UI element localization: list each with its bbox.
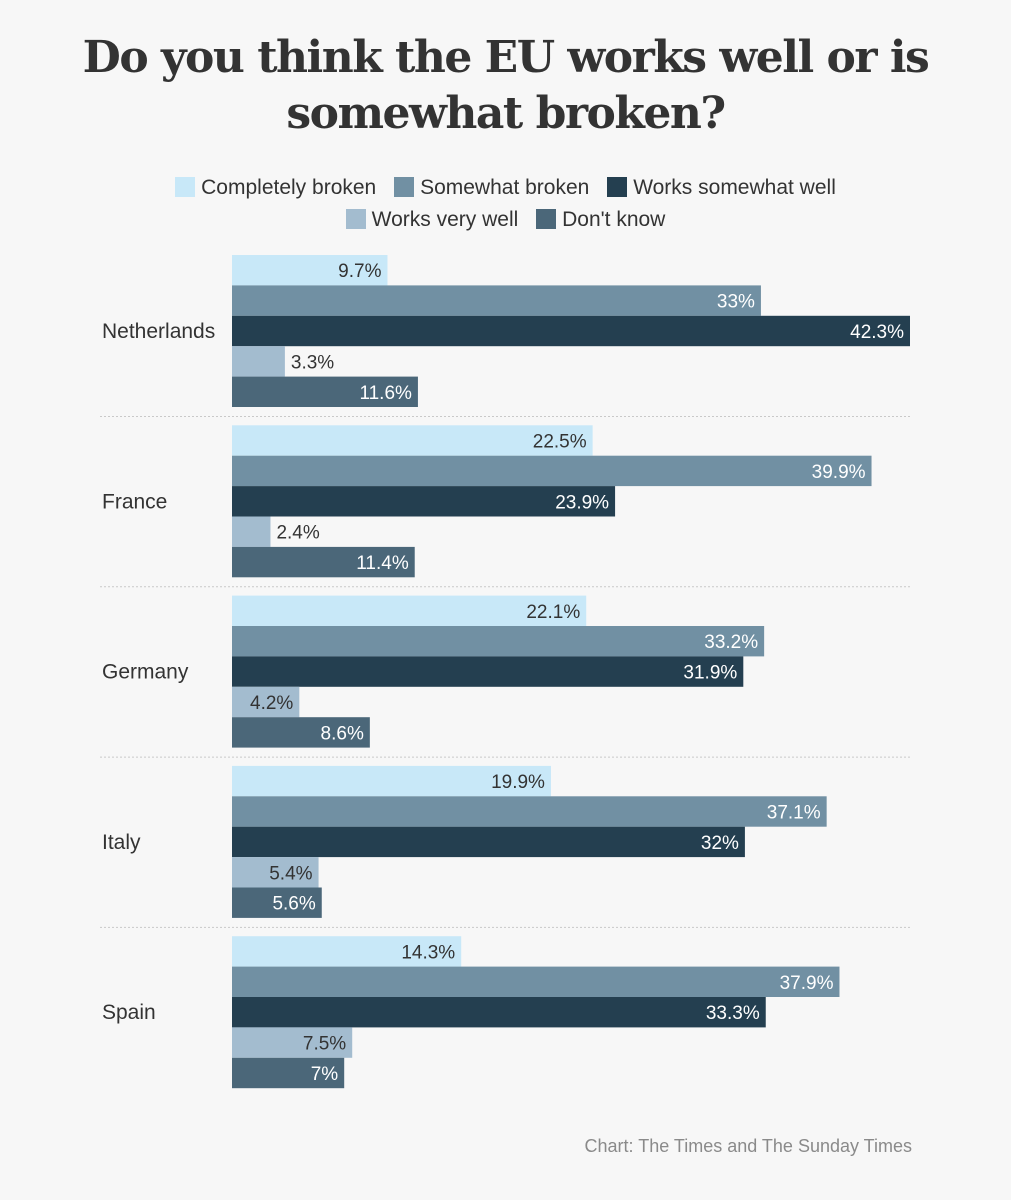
- country-label-italy: Italy: [102, 831, 141, 854]
- country-label-spain: Spain: [102, 1001, 156, 1024]
- data-label-italy-completely-broken: 19.9%: [491, 772, 545, 793]
- bar-spain-works-very-well: [232, 1027, 353, 1058]
- data-label-netherlands-completely-broken: 9.7%: [338, 261, 381, 282]
- data-label-spain-don-t-know: 7%: [311, 1064, 339, 1085]
- chart-source: Chart: The Times and The Sunday Times: [584, 1136, 913, 1156]
- data-label-france-works-very-well: 2.4%: [276, 523, 319, 544]
- legend-swatch: [175, 177, 196, 197]
- legend-label: Works somewhat well: [633, 176, 836, 199]
- legend-item-somewhat-broken: Somewhat broken: [394, 172, 589, 204]
- bar-germany-don-t-know: [232, 717, 370, 748]
- legend-swatch: [345, 209, 366, 229]
- data-label-spain-works-somewhat-well: 33.3%: [706, 1003, 760, 1024]
- legend-swatch: [394, 177, 415, 197]
- bar-netherlands-somewhat-broken: [232, 285, 761, 316]
- legend-item-works-somewhat-well: Works somewhat well: [607, 172, 836, 204]
- country-label-germany: Germany: [102, 661, 189, 684]
- data-label-france-somewhat-broken: 39.9%: [812, 462, 866, 483]
- legend-item-works-very-well: Works very well: [345, 204, 519, 236]
- bar-spain-don-t-know: [232, 1057, 345, 1089]
- bar-france-works-somewhat-well: [232, 486, 616, 517]
- legend-label: Completely broken: [201, 176, 377, 199]
- bar-italy-works-very-well: [232, 857, 319, 888]
- data-label-spain-completely-broken: 14.3%: [401, 942, 455, 963]
- bar-spain-completely-broken: [232, 936, 462, 967]
- country-label-netherlands: Netherlands: [102, 320, 215, 343]
- data-label-spain-works-very-well: 7.5%: [303, 1034, 346, 1055]
- country-label-france: France: [102, 490, 167, 513]
- data-label-italy-don-t-know: 5.6%: [272, 894, 315, 915]
- legend-label: Don't know: [562, 208, 666, 231]
- bar-spain-works-somewhat-well: [232, 997, 766, 1028]
- data-label-france-don-t-know: 11.4%: [356, 553, 409, 574]
- data-label-spain-somewhat-broken: 37.9%: [780, 973, 834, 994]
- bar-france-somewhat-broken: [232, 455, 872, 487]
- data-label-netherlands-don-t-know: 11.6%: [359, 383, 412, 404]
- data-label-france-works-somewhat-well: 23.9%: [555, 492, 609, 513]
- bar-netherlands-completely-broken: [232, 255, 388, 286]
- bar-italy-works-somewhat-well: [232, 826, 745, 858]
- bar-netherlands-works-very-well: [232, 346, 285, 377]
- data-label-netherlands-works-very-well: 3.3%: [291, 352, 334, 373]
- bar-germany-somewhat-broken: [232, 626, 765, 657]
- legend-swatch: [536, 209, 557, 229]
- data-label-italy-works-somewhat-well: 32%: [701, 833, 739, 854]
- bar-germany-works-somewhat-well: [232, 656, 744, 687]
- data-label-germany-don-t-know: 8.6%: [321, 723, 364, 744]
- legend-swatch: [607, 177, 628, 197]
- legend-item-dont-know: Don't know: [536, 204, 665, 236]
- data-label-italy-works-very-well: 5.4%: [269, 863, 312, 884]
- data-label-italy-somewhat-broken: 37.1%: [767, 803, 821, 824]
- data-label-netherlands-somewhat-broken: 33%: [717, 292, 755, 313]
- bar-france-don-t-know: [232, 546, 415, 578]
- bar-spain-somewhat-broken: [232, 966, 840, 997]
- legend-item-completely-broken: Completely broken: [175, 172, 376, 204]
- bar-netherlands-works-somewhat-well: [232, 315, 910, 347]
- chart-title: Do you think the EU works well or is som…: [82, 32, 930, 139]
- bar-italy-somewhat-broken: [232, 796, 827, 827]
- legend-label: Somewhat broken: [420, 176, 590, 199]
- bar-france-works-very-well: [232, 516, 271, 547]
- data-label-germany-completely-broken: 22.1%: [526, 602, 580, 623]
- bar-france-completely-broken: [232, 425, 593, 456]
- data-label-france-completely-broken: 22.5%: [533, 432, 587, 453]
- data-label-germany-somewhat-broken: 33.2%: [704, 632, 758, 653]
- data-label-germany-works-somewhat-well: 31.9%: [683, 663, 737, 684]
- bar-italy-completely-broken: [232, 765, 551, 797]
- data-label-germany-works-very-well: 4.2%: [250, 693, 293, 714]
- legend-label: Works very well: [371, 208, 519, 231]
- legend: Completely broken Somewhat broken Works …: [100, 172, 911, 236]
- bar-germany-works-very-well: [232, 686, 300, 718]
- bar-italy-don-t-know: [232, 887, 322, 918]
- bar-germany-completely-broken: [232, 595, 587, 626]
- bar-netherlands-don-t-know: [232, 376, 418, 407]
- data-label-netherlands-works-somewhat-well: 42.3%: [850, 322, 904, 343]
